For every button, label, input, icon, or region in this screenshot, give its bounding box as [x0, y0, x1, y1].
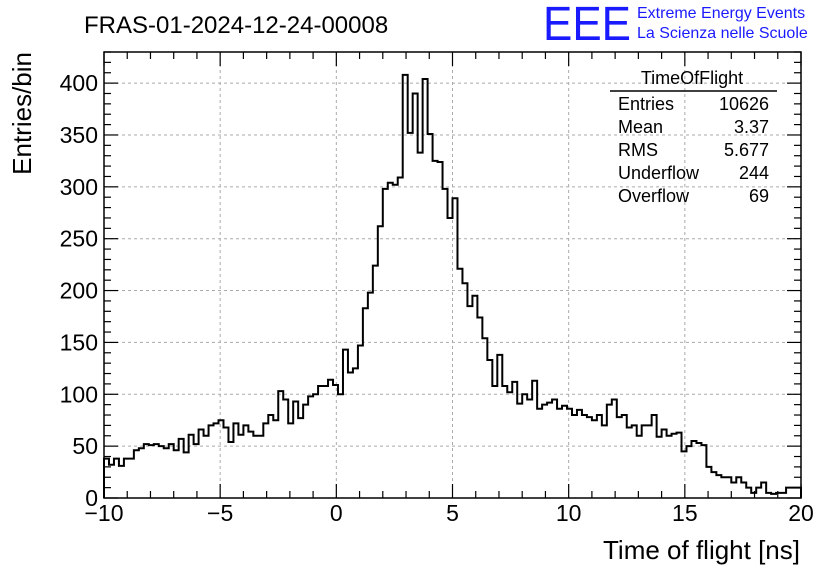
x-axis-title: Time of flight [ns]: [603, 535, 800, 565]
grid-lines: [104, 52, 801, 498]
stats-row-label: Underflow: [618, 163, 700, 183]
histogram-step-line: [103, 73, 802, 498]
y-tick-label: 0: [85, 485, 98, 511]
stats-row-value: 5.677: [724, 140, 769, 160]
eee-logo-line1: Extreme Energy Events: [637, 5, 805, 22]
y-tick-label: 250: [60, 226, 98, 252]
stats-box: TimeOfFlight Entries 10626 Mean 3.37 RMS 5.67…: [610, 68, 777, 206]
y-tick-label: 400: [60, 70, 98, 96]
y-tick-label: 100: [60, 381, 98, 407]
stats-row-value: 69: [749, 186, 769, 206]
stats-box-name: TimeOfFlight: [641, 68, 743, 88]
x-tick-label: −10: [84, 500, 123, 526]
stats-row-label: Entries: [618, 94, 674, 114]
eee-logo-mark: EEE: [543, 0, 631, 51]
stats-row-label: Overflow: [618, 186, 690, 206]
y-tick-label: 300: [60, 174, 98, 200]
x-tick-label: −5: [207, 500, 233, 526]
stats-row-label: Mean: [618, 117, 663, 137]
stats-row-value: 3.37: [734, 117, 769, 137]
eee-logo: EEE Extreme Energy Events La Scienza nel…: [543, 0, 808, 51]
x-tick-label: 15: [672, 500, 698, 526]
stats-rows: Entries 10626 Mean 3.37 RMS 5.677 Underflow 244…: [618, 94, 769, 206]
chart-title: FRAS-01-2024-12-24-00008: [84, 12, 388, 39]
x-tick-label: 20: [788, 500, 814, 526]
eee-logo-line2: La Scienza nelle Scuole: [637, 25, 808, 42]
x-tick-label: 10: [556, 500, 582, 526]
y-tick-label: 350: [60, 122, 98, 148]
stats-row-value: 10626: [719, 94, 769, 114]
x-tick-labels: −10 −5 0 5 10 15 20: [84, 500, 813, 526]
x-tick-label: 0: [330, 500, 343, 526]
stats-row-value: 244: [739, 163, 769, 183]
y-tick-label: 150: [60, 329, 98, 355]
y-axis-title: Entries/bin: [7, 52, 37, 175]
y-tick-label: 50: [72, 433, 98, 459]
y-tick-label: 200: [60, 278, 98, 304]
stats-row-label: RMS: [618, 140, 658, 160]
axis-ticks: [103, 51, 802, 499]
y-tick-labels: 0 50 100 150 200 250 300 350 400: [60, 70, 98, 511]
x-tick-label: 5: [446, 500, 459, 526]
